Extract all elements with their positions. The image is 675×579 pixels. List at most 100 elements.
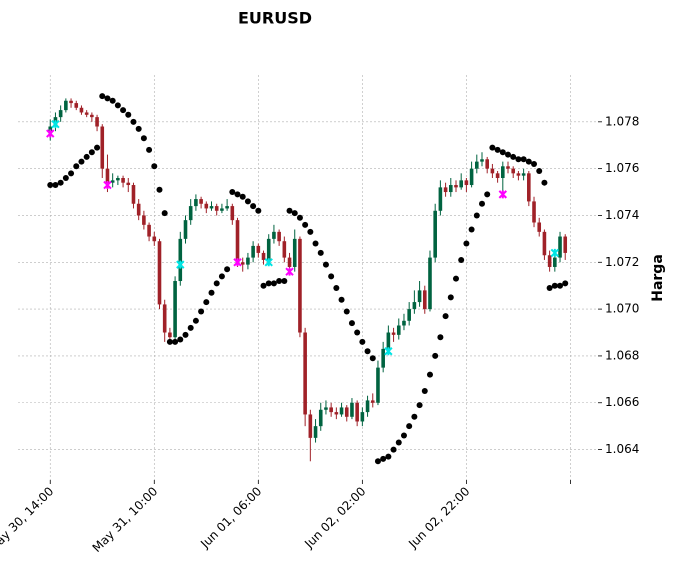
sar-dot — [244, 198, 251, 205]
candle-body — [412, 302, 417, 310]
signal-marker — [384, 347, 393, 356]
candle-body — [370, 400, 375, 403]
sar-dot — [546, 285, 553, 292]
candle-body — [272, 231, 276, 239]
sar-dot — [390, 446, 397, 453]
candle-body — [527, 173, 531, 202]
sar-dot — [286, 207, 293, 214]
sar-dot — [213, 280, 220, 287]
candle-body — [485, 159, 490, 169]
sar-dot — [140, 135, 147, 142]
signal-marker — [498, 190, 508, 199]
y-tick-label: 1.076 — [605, 161, 639, 175]
candle-body — [230, 206, 235, 221]
candle-body — [532, 201, 536, 223]
sar-dot — [260, 282, 267, 289]
sar-dot — [400, 432, 407, 439]
candle-body — [355, 402, 359, 422]
x-tick-label: Jun 02, 22:00 — [405, 484, 472, 551]
sar-dot — [208, 289, 215, 296]
candle-body — [459, 180, 463, 188]
sar-dot — [94, 144, 101, 151]
sar-dot — [463, 240, 470, 247]
candle-body — [168, 332, 172, 338]
candle-body — [79, 107, 84, 113]
candle-body — [142, 215, 146, 225]
sar-dot — [416, 402, 423, 409]
candle-body — [214, 206, 219, 211]
candle-body — [318, 409, 323, 427]
candle-body — [69, 100, 73, 104]
sar-dot — [192, 317, 199, 324]
candle-body — [308, 414, 313, 438]
sar-dot — [255, 207, 262, 214]
sar-dot — [156, 186, 163, 193]
sar-dot — [99, 93, 106, 100]
x-tick-label: Jun 01, 06:00 — [197, 484, 264, 551]
candle-body — [386, 332, 391, 349]
y-tick-label: 1.078 — [605, 114, 639, 128]
sar-dot — [536, 167, 543, 174]
sar-dot — [182, 331, 189, 338]
signal-marker — [51, 119, 60, 129]
sar-dot — [437, 334, 444, 341]
sar-dot — [452, 275, 459, 282]
sar-dot — [125, 111, 132, 118]
candle-body — [240, 262, 245, 265]
chart-title: EURUSD — [238, 9, 312, 28]
sar-dot — [88, 149, 95, 156]
candle-body — [547, 255, 552, 267]
candle-body — [303, 332, 307, 415]
candle-body — [381, 348, 385, 368]
sar-dot — [515, 156, 522, 163]
signal-marker — [46, 129, 55, 138]
sar-dot — [57, 179, 64, 186]
candle-body — [157, 241, 162, 305]
candle-body — [480, 159, 484, 162]
sar-dot — [468, 226, 475, 233]
x-tick-label: May 30, 14:00 — [0, 484, 56, 555]
sar-dot — [224, 266, 231, 273]
sar-dot — [104, 95, 111, 102]
sar-dot — [265, 280, 272, 287]
candle-body — [121, 178, 125, 183]
sar-dot — [510, 153, 517, 160]
candle-body — [64, 100, 68, 111]
candle-body — [220, 208, 224, 211]
candle-body — [448, 185, 453, 193]
x-tick-label: Jun 02, 02:00 — [301, 484, 368, 551]
candle-body — [396, 325, 401, 335]
sar-dot — [442, 313, 449, 320]
sar-dot — [421, 388, 428, 395]
candle-body — [350, 402, 354, 417]
sar-dot — [203, 299, 210, 306]
candle-body — [428, 257, 432, 310]
sar-dot — [406, 423, 413, 430]
sar-dot — [505, 151, 512, 158]
sar-dot — [426, 371, 433, 378]
candle-body — [558, 236, 562, 258]
candle-body — [209, 206, 214, 209]
candle-body — [443, 187, 448, 193]
candle-body — [183, 220, 188, 239]
candle-body — [454, 185, 458, 188]
sar-dot — [411, 413, 418, 420]
candle-body — [292, 238, 297, 267]
sar-dot — [338, 296, 345, 303]
sar-dot — [541, 179, 548, 186]
sar-dot — [239, 193, 246, 200]
candle-body — [313, 426, 318, 438]
sar-dot — [78, 158, 85, 165]
candle-body — [225, 206, 229, 209]
candle-body — [474, 161, 479, 169]
y-tick-label: 1.072 — [605, 255, 639, 269]
candle-body — [324, 407, 328, 410]
sar-dot — [109, 97, 116, 104]
candle-body — [194, 199, 198, 207]
candle-body — [266, 238, 271, 260]
sar-dot — [83, 153, 90, 160]
sar-dot — [374, 458, 381, 465]
candle-body — [365, 400, 370, 413]
x-tick-label: May 31, 10:00 — [90, 484, 161, 555]
